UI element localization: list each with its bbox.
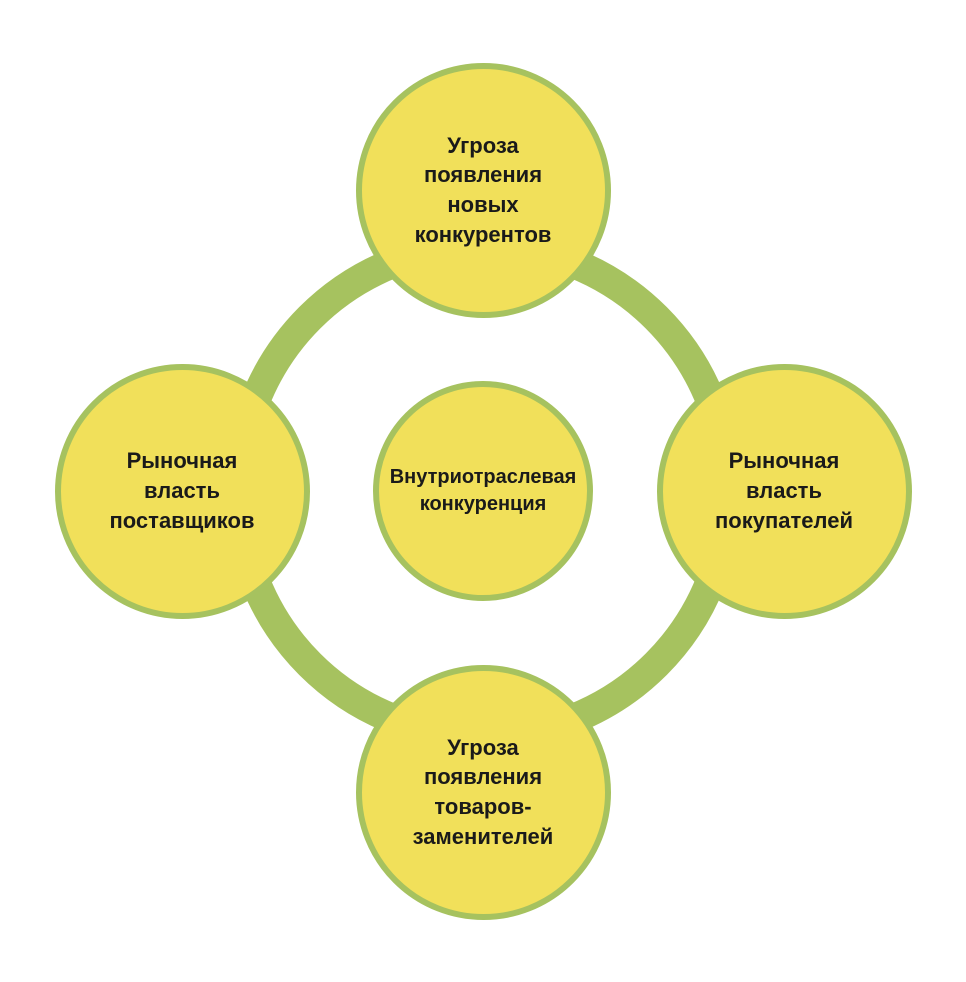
node-center: Внутриотраслевая конкуренция [373, 381, 593, 601]
node-left-label: Рыночная власть поставщиков [98, 446, 267, 535]
node-right-label: Рыночная власть покупателей [703, 446, 865, 535]
node-left: Рыночная власть поставщиков [55, 364, 310, 619]
five-forces-diagram: Внутриотраслевая конкуренция Угроза появ… [0, 0, 966, 982]
node-right: Рыночная власть покупателей [657, 364, 912, 619]
node-center-label: Внутриотраслевая конкуренция [378, 464, 589, 518]
node-bottom-label: Угроза появления товаров- заменителей [401, 733, 566, 852]
node-top-label: Угроза появления новых конкурентов [403, 131, 564, 250]
node-top: Угроза появления новых конкурентов [356, 63, 611, 318]
node-bottom: Угроза появления товаров- заменителей [356, 665, 611, 920]
